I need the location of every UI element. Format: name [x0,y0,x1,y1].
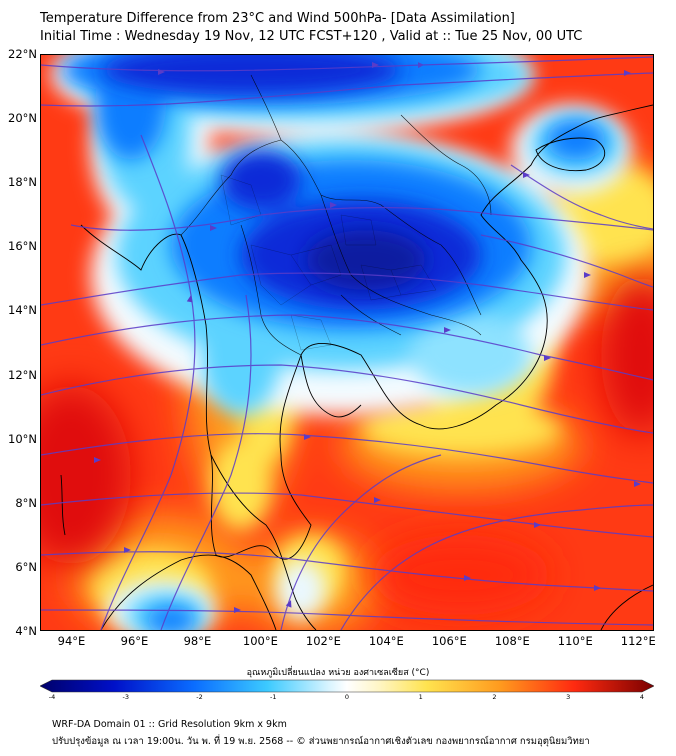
update-credit: ปรับปรุงข้อมูล ณ เวลา 19:00น. วัน พ. ที่… [52,736,590,747]
mainland-coastline [80,104,653,560]
colorbar-title: อุณหภูมิเปลี่ยนแปลง หน่วย องศาเซลเซียส (… [246,668,430,678]
lat-label: 12°N [8,367,37,382]
wind-streamlines [41,56,653,630]
map-panel [40,54,654,631]
colorbar-tick-label: 0 [344,693,350,701]
colorbar-tick-label: -1 [270,693,277,701]
coastlines [60,104,653,630]
wind-arrowheads [94,62,641,613]
sumatra-coastline [100,554,277,630]
lat-label: 4°N [15,624,37,638]
malay-coastline [210,454,317,630]
lon-label: 104°E [368,634,404,648]
lon-label: 98°E [183,634,212,648]
colorbar [40,679,654,693]
lon-label: 94°E [57,634,86,648]
lon-label: 110°E [557,634,593,648]
country-borders [180,74,492,356]
colorbar-tick-label: -4 [48,693,56,701]
province-borders [220,174,437,351]
colorbar-tick-label: -3 [122,693,129,701]
lat-label: 14°N [8,303,37,318]
colorbar-tick-label: 4 [639,693,645,701]
lat-label: 16°N [8,239,37,254]
map-subtitle: Initial Time : Wednesday 19 Nov, 12 UTC … [40,29,583,44]
gulf-coastline [300,354,362,418]
lat-label: 22°N [8,47,37,61]
lat-label: 18°N [8,175,37,190]
lon-label: 96°E [120,634,149,648]
map-title: Temperature Difference from 23°C and Win… [40,11,515,26]
lat-label: 10°N [8,431,37,446]
lat-label: 20°N [8,111,37,126]
lon-label: 106°E [431,634,467,648]
lon-label: 102°E [305,634,341,648]
lat-label: 8°N [15,495,37,510]
colorbar-tick-label: 1 [418,693,423,701]
colorbar-tick-label: 2 [492,693,497,701]
temperature-wind-map [41,55,653,630]
lon-label: 112°E [620,634,656,648]
model-info: WRF-DA Domain 01 :: Grid Resolution 9km … [52,719,287,730]
lat-label: 6°N [15,559,37,574]
colorbar-tick-label: 3 [566,693,571,701]
coldest-core [306,230,426,290]
hainan-coastline [535,137,606,172]
andaman-islands [60,474,66,536]
lon-label: 108°E [494,634,530,648]
colorbar-tick-label: -2 [196,693,203,701]
lon-label: 100°E [242,634,278,648]
